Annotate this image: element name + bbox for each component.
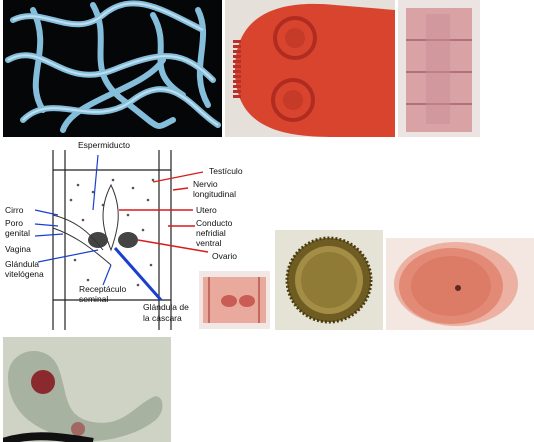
proglottid-chain-illustration (406, 8, 472, 132)
scolex-illustration (233, 3, 395, 137)
label-ventral: ventral (196, 238, 222, 248)
label-receptaculo-2: seminal (79, 294, 108, 304)
larva-illustration (3, 350, 163, 442)
label-conducto: Conducto (196, 218, 233, 228)
cysticercus-illustration (394, 242, 518, 326)
label-ovario: Ovario (212, 251, 237, 261)
label-nefridial: nefridial (196, 228, 226, 238)
label-glandula-vit-2: vitelógena (5, 269, 44, 279)
label-testiculo: Testículo (209, 166, 243, 176)
label-receptaculo-1: Receptáculo (79, 284, 127, 294)
egg-illustration (285, 236, 373, 324)
larva-photo (3, 337, 171, 442)
scolex-photo (225, 0, 395, 137)
egg-photo (275, 230, 383, 330)
label-glandula-cas-2: la cáscara (143, 313, 182, 323)
proglottid-detail-photo (199, 271, 270, 329)
whole-worm-photo (3, 0, 222, 137)
proglottid-chain-photo (398, 0, 480, 137)
label-glandula-vit-1: Glándula (5, 259, 39, 269)
label-vagina: Vagina (5, 244, 31, 254)
label-nervio: Nervio (193, 179, 218, 189)
label-espermiducto: Espermiducto (78, 140, 130, 150)
label-genital: genital (5, 228, 30, 238)
whole-worm-illustration (5, 0, 221, 133)
label-longitudinal: longitudinal (193, 189, 236, 199)
label-glandula-cas-1: Glándula de (143, 302, 189, 312)
label-poro: Poro (5, 218, 23, 228)
diagram-drawing: Espermiducto Testículo Nervio longitudin… (5, 140, 243, 330)
label-utero: Utero (196, 205, 217, 215)
proglottid-detail-illustration (203, 277, 266, 323)
label-cirro: Cirro (5, 205, 24, 215)
cysticercus-photo (386, 238, 534, 330)
